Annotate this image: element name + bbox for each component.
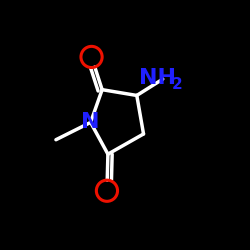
Text: 2: 2	[171, 77, 182, 92]
Text: N: N	[81, 112, 100, 132]
Text: NH: NH	[140, 68, 176, 88]
